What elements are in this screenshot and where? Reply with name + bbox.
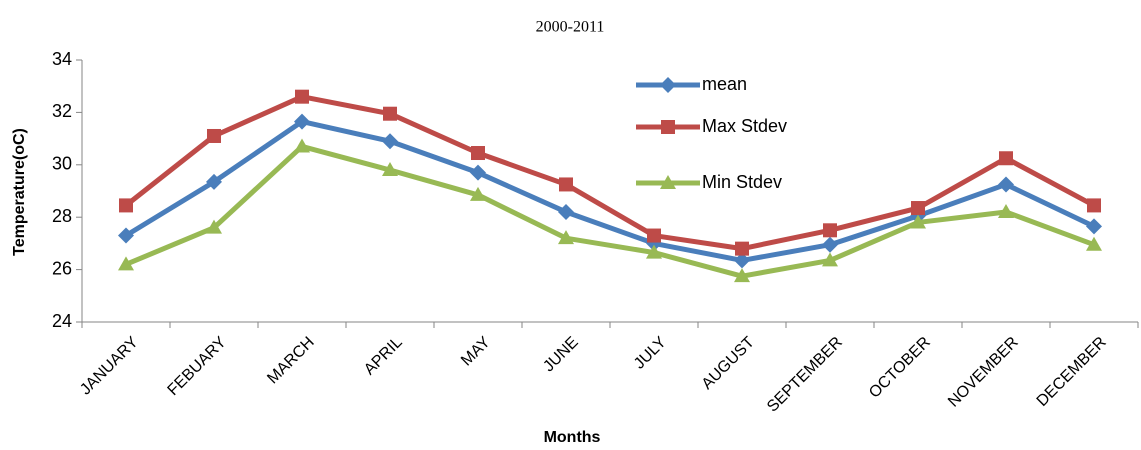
line xyxy=(124,119,1096,263)
x-tick-label: NOVEMBER xyxy=(945,334,1022,411)
line xyxy=(125,143,1095,279)
marker xyxy=(382,133,398,150)
marker xyxy=(999,151,1013,166)
x-tick-label: JULY xyxy=(631,334,670,373)
marker xyxy=(998,203,1014,218)
x-tick-label: AUGUST xyxy=(699,334,758,393)
marker xyxy=(558,203,574,220)
x-tick-label: FEBUARY xyxy=(165,334,230,399)
chart-title: 2000-2011 xyxy=(536,19,605,36)
marker xyxy=(998,176,1014,193)
marker xyxy=(206,219,222,234)
marker xyxy=(294,138,310,153)
marker xyxy=(558,230,574,245)
marker xyxy=(470,164,486,181)
x-tick-label: APRIL xyxy=(361,334,406,379)
marker xyxy=(1086,236,1102,251)
marker xyxy=(822,252,838,267)
legend-label: Min Stdev xyxy=(702,172,782,192)
marker xyxy=(660,77,676,93)
y-axis-label: Temperature(oC) xyxy=(11,128,28,256)
marker xyxy=(735,241,749,256)
marker xyxy=(822,236,838,253)
marker xyxy=(911,201,925,216)
marker xyxy=(734,252,750,269)
x-tick-label: DECEMBER xyxy=(1034,334,1110,410)
marker xyxy=(647,228,661,243)
marker xyxy=(734,268,750,283)
y-tick-label: 32 xyxy=(52,101,72,121)
y-tick-label: 26 xyxy=(52,258,72,278)
marker xyxy=(471,146,485,161)
marker xyxy=(910,214,926,229)
x-tick-label: OCTOBER xyxy=(866,334,934,402)
legend-label: Max Stdev xyxy=(702,116,787,136)
marker xyxy=(207,128,221,143)
x-tick-label: MARCH xyxy=(264,334,318,388)
marker xyxy=(646,244,662,259)
line xyxy=(124,94,1096,252)
marker xyxy=(119,198,133,213)
marker xyxy=(823,223,837,238)
marker xyxy=(661,120,675,134)
x-tick-label: JANUARY xyxy=(77,334,142,399)
marker xyxy=(660,175,676,189)
marker xyxy=(294,113,310,130)
y-tick-label: 24 xyxy=(52,311,72,331)
marker xyxy=(559,177,573,192)
marker xyxy=(118,256,134,271)
marker xyxy=(382,162,398,177)
marker xyxy=(383,106,397,121)
x-tick-label: MAY xyxy=(458,334,494,370)
marker xyxy=(118,227,134,244)
marker xyxy=(1086,218,1102,235)
marker xyxy=(470,186,486,201)
y-tick-label: 34 xyxy=(52,49,72,69)
y-tick-label: 28 xyxy=(52,206,72,226)
x-tick-label: SEPTEMBER xyxy=(764,334,846,416)
legend-label: mean xyxy=(702,74,747,94)
x-tick-label: JUNE xyxy=(540,334,582,376)
x-axis-label: Months xyxy=(544,429,601,446)
marker xyxy=(1087,198,1101,213)
y-tick-label: 30 xyxy=(52,154,72,174)
marker xyxy=(206,173,222,190)
marker xyxy=(295,89,309,104)
